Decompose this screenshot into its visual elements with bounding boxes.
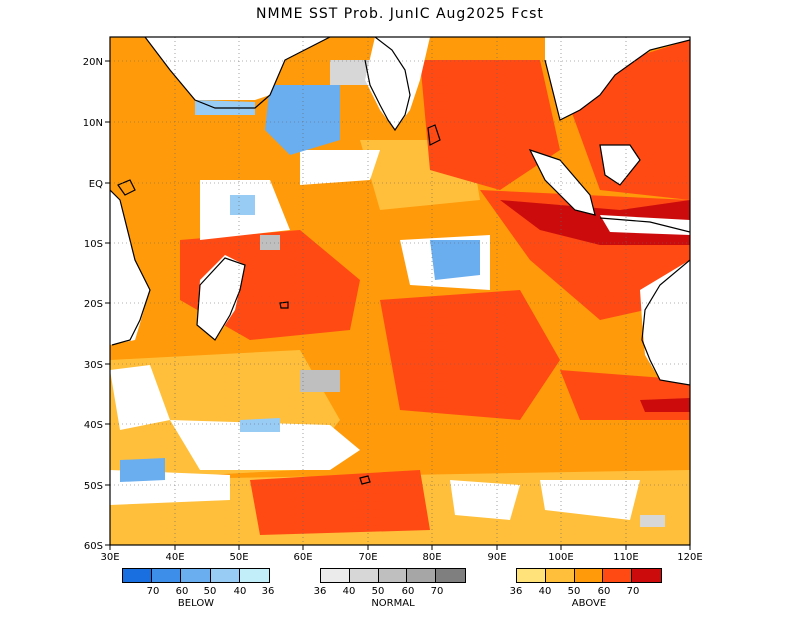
lon-label: 60E bbox=[293, 552, 312, 563]
lon-label: 100E bbox=[548, 552, 573, 563]
colorbar-tick: 50 bbox=[567, 586, 581, 597]
normal-swatch bbox=[349, 569, 379, 582]
colorbar-tick: 50 bbox=[371, 586, 385, 597]
lat-label: 30S bbox=[84, 360, 103, 371]
colorbar-tick: 50 bbox=[203, 586, 217, 597]
sst-probability-field bbox=[110, 37, 690, 545]
above-label: ABOVE bbox=[571, 598, 607, 609]
normal-colorbar bbox=[320, 568, 466, 583]
colorbar-tick: 36 bbox=[261, 586, 275, 597]
lon-label: 50E bbox=[229, 552, 248, 563]
lat-label: 60S bbox=[84, 541, 103, 552]
lon-label: 120E bbox=[677, 552, 702, 563]
above-colorbar bbox=[516, 568, 662, 583]
below-swatch bbox=[123, 569, 153, 582]
colorbar-tick: 60 bbox=[597, 586, 611, 597]
below-swatch bbox=[181, 569, 211, 582]
colorbar-tick: 70 bbox=[430, 586, 444, 597]
lon-label: 70E bbox=[358, 552, 377, 563]
colorbar-tick: 70 bbox=[146, 586, 160, 597]
map-frame bbox=[109, 36, 691, 546]
longitude-labels: 30E 40E 50E 60E 70E 80E 90E 100E 110E 12… bbox=[100, 552, 702, 563]
below-colorbar bbox=[122, 568, 270, 583]
map-title: NMME SST Prob. JunIC Aug2025 Fcst bbox=[256, 6, 544, 22]
colorbar-tick: 40 bbox=[233, 586, 247, 597]
lon-label: 30E bbox=[100, 552, 119, 563]
above-swatch bbox=[545, 569, 575, 582]
below-swatch bbox=[239, 569, 269, 582]
lon-label: 110E bbox=[613, 552, 638, 563]
colorbar-tick: 60 bbox=[401, 586, 415, 597]
colorbar-tick: 36 bbox=[509, 586, 523, 597]
lon-label: 40E bbox=[165, 552, 184, 563]
below-label: BELOW bbox=[177, 598, 215, 609]
above-swatch bbox=[603, 569, 633, 582]
lat-label: 20N bbox=[83, 57, 103, 68]
lat-label: 50S bbox=[84, 481, 103, 492]
lat-label: 40S bbox=[84, 420, 103, 431]
below-swatch bbox=[210, 569, 240, 582]
colorbar-tick: 40 bbox=[342, 586, 356, 597]
colorbar-tick: 70 bbox=[626, 586, 640, 597]
normal-swatch bbox=[407, 569, 437, 582]
lat-label: 10N bbox=[83, 118, 103, 129]
gridlines bbox=[110, 37, 690, 545]
normal-swatch bbox=[436, 569, 465, 582]
below-swatch bbox=[152, 569, 182, 582]
lon-label: 90E bbox=[487, 552, 506, 563]
normal-label: NORMAL bbox=[371, 598, 415, 609]
latitude-labels: 20N 10N EQ 10S 20S 30S 40S 50S 60S bbox=[83, 57, 103, 552]
lat-label: EQ bbox=[89, 179, 103, 190]
lat-label: 10S bbox=[84, 239, 103, 250]
above-swatch bbox=[574, 569, 604, 582]
normal-swatch bbox=[378, 569, 408, 582]
colorbar-tick: 36 bbox=[313, 586, 327, 597]
lat-label: 20S bbox=[84, 299, 103, 310]
coastlines bbox=[110, 37, 690, 485]
colorbar-tick: 40 bbox=[538, 586, 552, 597]
above-swatch bbox=[632, 569, 661, 582]
above-swatch bbox=[517, 569, 546, 582]
normal-swatch bbox=[321, 569, 350, 582]
lon-label: 80E bbox=[422, 552, 441, 563]
colorbar-tick: 60 bbox=[175, 586, 189, 597]
